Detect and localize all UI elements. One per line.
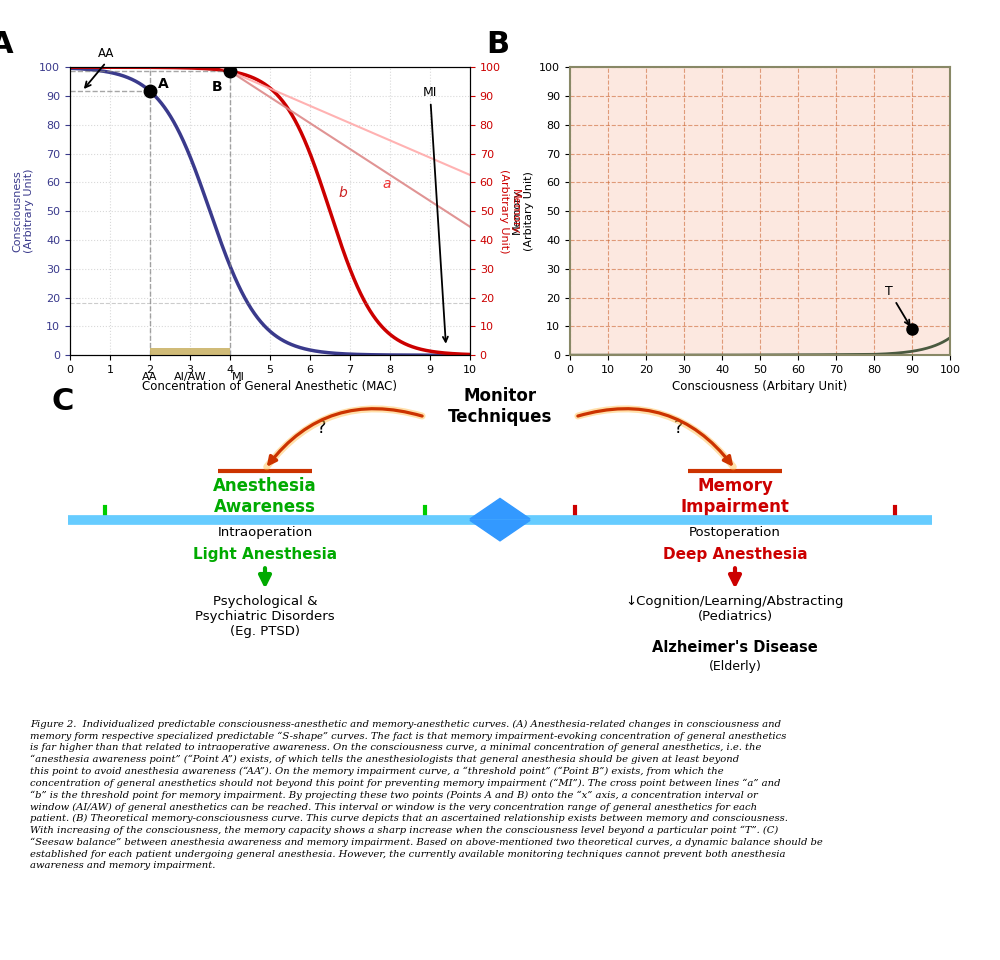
X-axis label: Concentration of General Anesthetic (MAC): Concentration of General Anesthetic (MAC… (143, 380, 398, 394)
Text: B: B (486, 30, 510, 59)
Text: (Elderly): (Elderly) (709, 660, 761, 673)
Text: Memory
Impairment: Memory Impairment (681, 477, 789, 516)
Text: Light Anesthesia: Light Anesthesia (193, 547, 337, 563)
Text: Intraoperation: Intraoperation (217, 526, 313, 540)
Text: C: C (52, 388, 74, 417)
Text: AA: AA (142, 372, 158, 382)
Text: Deep Anesthesia: Deep Anesthesia (663, 547, 807, 563)
Text: Figure 2.  Individualized predictable consciousness-anesthetic and memory-anesth: Figure 2. Individualized predictable con… (30, 720, 823, 870)
Text: Alzheimer's Disease: Alzheimer's Disease (652, 640, 818, 656)
Polygon shape (470, 498, 530, 519)
Text: a: a (382, 178, 391, 191)
Text: MI: MI (232, 372, 245, 382)
Text: b: b (338, 186, 347, 200)
Text: AA: AA (98, 46, 114, 60)
X-axis label: Consciousness (Arbitary Unit): Consciousness (Arbitary Unit) (672, 380, 848, 394)
Text: A: A (158, 78, 169, 91)
Text: AI/AW: AI/AW (174, 372, 206, 382)
Text: Psychological &
Psychiatric Disorders
(Eg. PTSD): Psychological & Psychiatric Disorders (E… (195, 594, 335, 637)
Text: ?: ? (317, 420, 326, 437)
Y-axis label: Memory
(Arbitrary Unit): Memory (Arbitrary Unit) (499, 169, 520, 253)
Y-axis label: Memory
(Arbitary Unit): Memory (Arbitary Unit) (512, 171, 534, 252)
Text: ?: ? (674, 420, 683, 437)
Text: ↓Cognition/Learning/Abstracting
(Pediatrics): ↓Cognition/Learning/Abstracting (Pediatr… (626, 594, 844, 623)
FancyArrowPatch shape (260, 568, 270, 584)
FancyArrowPatch shape (269, 409, 422, 464)
Text: T: T (885, 285, 910, 325)
FancyArrowPatch shape (267, 409, 422, 467)
Y-axis label: Consciousness
(Arbitrary Unit): Consciousness (Arbitrary Unit) (12, 169, 34, 253)
Bar (150, 348, 230, 355)
Text: Monitor
Techniques: Monitor Techniques (448, 388, 552, 426)
Text: MI: MI (423, 86, 448, 342)
FancyArrowPatch shape (730, 568, 740, 584)
Text: Anesthesia
Awareness: Anesthesia Awareness (213, 477, 317, 516)
Text: Postoperation: Postoperation (689, 526, 781, 540)
Polygon shape (470, 520, 530, 540)
FancyArrowPatch shape (578, 409, 731, 464)
FancyArrowPatch shape (578, 409, 733, 467)
Text: A: A (0, 30, 14, 59)
Text: B: B (212, 81, 223, 94)
